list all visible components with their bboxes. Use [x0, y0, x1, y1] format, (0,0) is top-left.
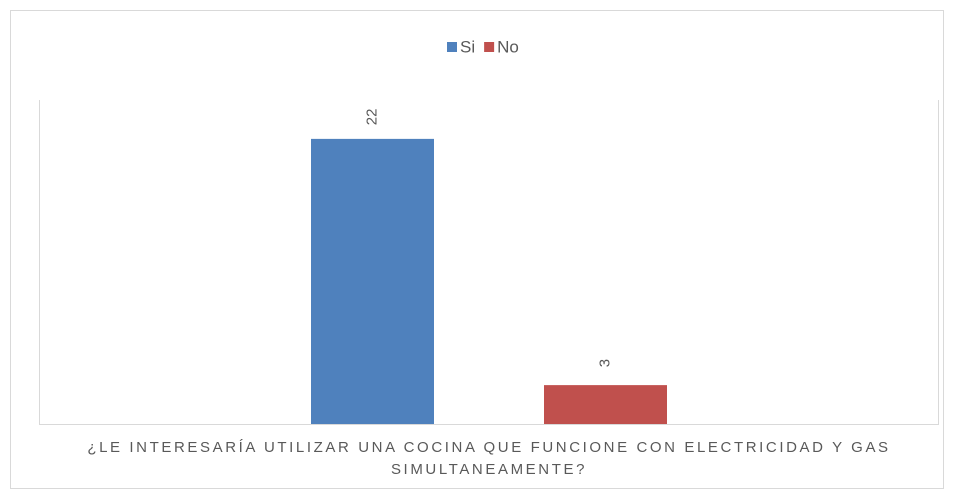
data-label: 3	[596, 359, 613, 367]
legend-swatch	[447, 42, 457, 52]
legend-swatch	[484, 42, 495, 52]
chart-border	[10, 10, 944, 489]
bar	[311, 138, 434, 424]
category-label: ¿LE INTERESARÍA UTILIZAR UNA COCINA QUE …	[87, 439, 891, 478]
data-label: 22	[363, 109, 380, 126]
legend-label: No	[497, 37, 519, 56]
legend-label: Si	[460, 37, 475, 56]
bar	[544, 385, 667, 424]
